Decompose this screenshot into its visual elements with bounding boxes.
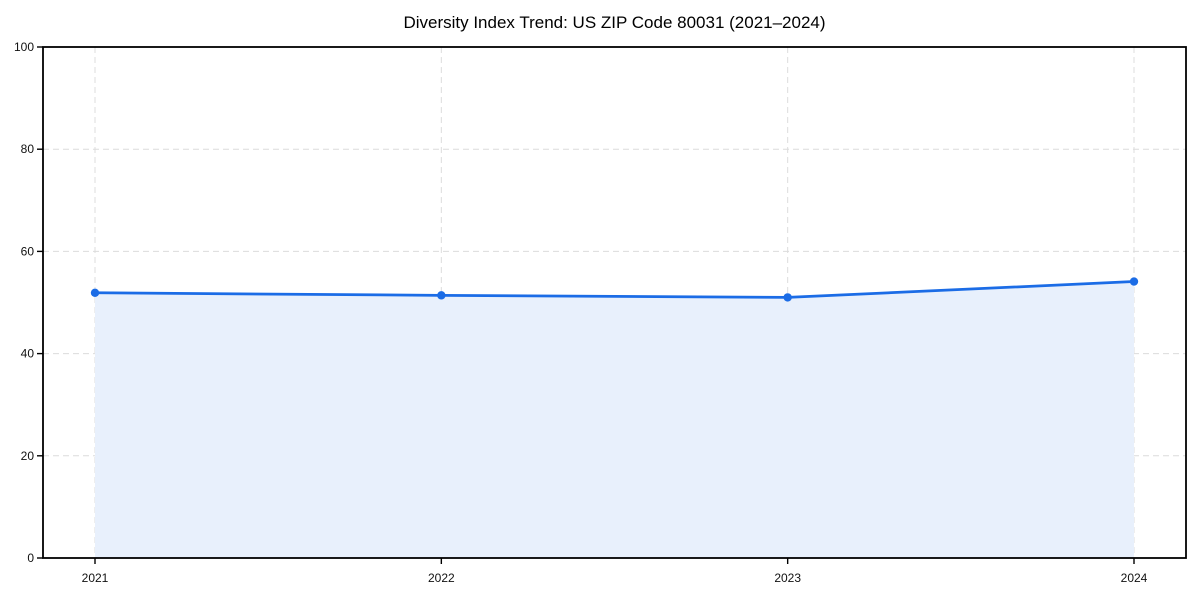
data-point-marker-2023 <box>783 293 792 302</box>
area-fill <box>95 281 1134 558</box>
x-tick-label-2024: 2024 <box>1121 571 1148 585</box>
area-fill-layer <box>95 281 1134 558</box>
y-tick-label-40: 40 <box>21 347 35 361</box>
y-tick-label-60: 60 <box>21 244 35 258</box>
x-tick-label-2021: 2021 <box>82 571 109 585</box>
data-point-marker-2024 <box>1129 277 1139 286</box>
trend-line-diversity-index <box>93 280 1136 299</box>
data-point-marker-2022 <box>437 291 446 300</box>
data-point-layer <box>90 277 1139 302</box>
y-tick-label-100: 100 <box>14 40 34 54</box>
x-tick-label-2022: 2022 <box>428 571 455 585</box>
y-tick-label-80: 80 <box>21 142 35 156</box>
x-tick-label-2023: 2023 <box>774 571 801 585</box>
axis-frame <box>42 46 1187 559</box>
y-tick-label-20: 20 <box>21 449 35 463</box>
trend-line-layer <box>93 280 1136 299</box>
y-tick-label-0: 0 <box>27 551 34 565</box>
data-point-marker-2021 <box>90 288 100 297</box>
axes-layer: 0 20 40 60 80 100 2021 2022 2023 2024 <box>14 40 1187 585</box>
chart-title: Diversity Index Trend: US ZIP Code 80031… <box>403 13 825 32</box>
